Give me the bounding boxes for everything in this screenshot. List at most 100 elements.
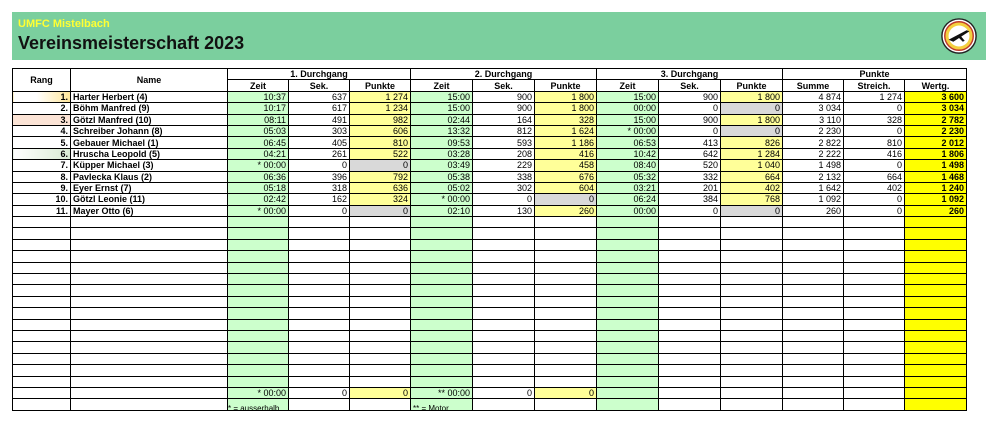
header-summe: Summe <box>782 79 844 92</box>
zeit-3-cell <box>596 386 659 400</box>
name-cell <box>70 284 228 297</box>
sek-3-cell: 201 <box>658 181 721 195</box>
zeit-1-cell <box>227 238 289 252</box>
rank-cell: 5. <box>12 136 71 149</box>
zeit-1-cell: 10:37 <box>227 90 289 104</box>
punkte-1-cell <box>349 216 411 229</box>
zeit-2-cell: 13:32 <box>410 124 473 138</box>
header-wertg: Wertg. <box>904 79 967 92</box>
name-cell <box>70 238 228 252</box>
zeit-3-cell <box>596 284 659 297</box>
punkte-2-cell: 260 <box>534 204 597 218</box>
zeit-1-cell: 10:17 <box>227 102 289 115</box>
sek-3-cell: 384 <box>658 193 721 206</box>
table-row: 10. Götzl Leonie (11) 02:42 162 324 * 00:00 0 0… <box>12 193 967 206</box>
punkte-1-cell <box>349 341 411 354</box>
sek-1-cell <box>288 307 350 320</box>
punkte-3-cell: 0 <box>720 102 783 115</box>
sek-3-cell <box>658 273 721 286</box>
summe-cell <box>782 261 844 275</box>
rank-cell: 3. <box>12 113 71 126</box>
wertung-cell <box>904 364 967 377</box>
zeit-2-cell <box>410 352 473 366</box>
punkte-3-cell: 1 040 <box>720 159 783 172</box>
name-cell: Götzl Manfred (10) <box>70 113 228 126</box>
table-row <box>12 352 967 366</box>
wertung-cell <box>904 318 967 332</box>
streich-cell <box>843 261 905 275</box>
zeit-2-cell <box>410 329 473 343</box>
wertung-cell: 1 240 <box>904 181 967 195</box>
sek-1-cell: 0 <box>288 204 350 218</box>
sek-2-cell <box>472 318 535 332</box>
zeit-3-cell <box>596 238 659 252</box>
sek-2-cell <box>472 352 535 366</box>
sek-2-cell <box>472 261 535 275</box>
header-zeit: Zeit <box>227 79 289 92</box>
punkte-2-cell: 0 <box>534 193 597 206</box>
punkte-2-cell <box>534 341 597 354</box>
zeit-2-cell: 05:38 <box>410 170 473 183</box>
streich-cell <box>843 273 905 286</box>
streich-cell <box>843 375 905 388</box>
punkte-2-cell: 0 <box>534 386 597 400</box>
rank-cell: 2. <box>12 102 71 115</box>
zeit-3-cell: * 00:00 <box>596 124 659 138</box>
rank-cell <box>12 341 71 354</box>
table-row <box>12 238 967 252</box>
header-durchgang-1: 1. Durchgang <box>227 67 411 81</box>
rank-cell <box>12 227 71 240</box>
punkte-2-cell: 604 <box>534 181 597 195</box>
zeit-2-cell <box>410 227 473 240</box>
rank-cell: 9. <box>12 181 71 195</box>
wertung-cell: 2 782 <box>904 113 967 126</box>
table-row <box>12 375 967 388</box>
sek-2-cell: 302 <box>472 181 535 195</box>
sek-3-cell <box>658 216 721 229</box>
summe-cell: 1 498 <box>782 159 844 172</box>
header-durchgang-3: 3. Durchgang <box>596 67 783 81</box>
zeit-2-cell: * 00:00 <box>410 193 473 206</box>
zeit-2-cell: 09:53 <box>410 136 473 149</box>
table-row <box>12 227 967 240</box>
punkte-3-cell <box>720 364 783 377</box>
wertung-cell: 1 092 <box>904 193 967 206</box>
punkte-2-cell: 1 800 <box>534 102 597 115</box>
streich-cell <box>843 227 905 240</box>
streich-cell <box>843 329 905 343</box>
streich-cell <box>843 364 905 377</box>
punkte-2-cell <box>534 398 597 411</box>
zeit-2-cell <box>410 261 473 275</box>
sek-3-cell: 413 <box>658 136 721 149</box>
wertung-cell <box>904 307 967 320</box>
rank-cell <box>12 318 71 332</box>
summe-cell <box>782 364 844 377</box>
table-row <box>12 341 967 354</box>
zeit-3-cell <box>596 364 659 377</box>
sek-1-cell <box>288 295 350 309</box>
summe-cell <box>782 250 844 263</box>
zeit-1-cell <box>227 261 289 275</box>
punkte-1-cell <box>349 318 411 332</box>
punkte-1-cell: 0 <box>349 204 411 218</box>
zeit-3-cell <box>596 261 659 275</box>
sek-1-cell <box>288 398 350 411</box>
punkte-1-cell <box>349 307 411 320</box>
punkte-3-cell <box>720 273 783 286</box>
table-row <box>12 216 967 229</box>
punkte-3-cell: 0 <box>720 124 783 138</box>
zeit-1-cell: 06:45 <box>227 136 289 149</box>
rank-cell <box>12 375 71 388</box>
wertung-cell <box>904 216 967 229</box>
sek-2-cell <box>472 250 535 263</box>
summe-cell <box>782 352 844 366</box>
punkte-3-cell <box>720 398 783 411</box>
sek-1-cell: 318 <box>288 181 350 195</box>
zeit-1-cell: * 00:00 <box>227 159 289 172</box>
table-row <box>12 364 967 377</box>
rank-cell <box>12 261 71 275</box>
zeit-2-cell <box>410 307 473 320</box>
wertung-cell <box>904 273 967 286</box>
zeit-1-cell <box>227 250 289 263</box>
table-row <box>12 261 967 275</box>
